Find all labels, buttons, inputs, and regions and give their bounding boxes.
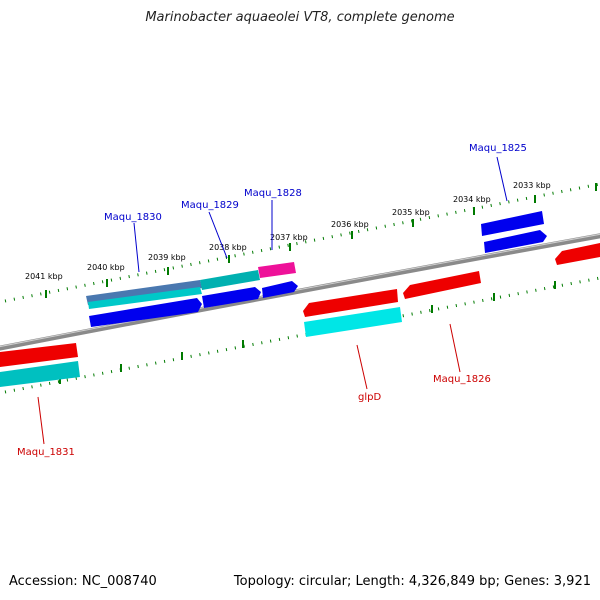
- gene-maqu-1826-arrow[interactable]: [403, 271, 481, 299]
- tick-label: 2033 kbp: [513, 181, 551, 190]
- reverse-features: [0, 243, 600, 387]
- genome-backbone-highlight: [0, 233, 600, 348]
- label-maqu-1828: Maqu_1828: [244, 188, 302, 199]
- tick-label: 2035 kbp: [392, 208, 430, 217]
- gene-maqu-1831-cds[interactable]: [0, 361, 80, 387]
- tick-label: 2041 kbp: [25, 272, 63, 281]
- label-leaders: [37, 156, 508, 445]
- gene-maqu-1828-feature[interactable]: [258, 262, 296, 278]
- tick-label: 2038 kbp: [209, 243, 247, 252]
- gene-maqu-1830-cds[interactable]: [88, 287, 202, 309]
- gene-glpd-arrow[interactable]: [303, 289, 398, 317]
- label-maqu-1829: Maqu_1829: [181, 200, 239, 211]
- tick-label: 2037 kbp: [270, 233, 308, 242]
- gene-glpd-cds[interactable]: [304, 307, 402, 337]
- gene-edge-red-arrow[interactable]: [555, 243, 600, 265]
- label-maqu-1825: Maqu_1825: [469, 143, 527, 154]
- tick-label: 2036 kbp: [331, 220, 369, 229]
- tick-label: 2034 kbp: [453, 195, 491, 204]
- label-glpd: glpD: [358, 392, 381, 403]
- label-maqu-1830: Maqu_1830: [104, 212, 162, 223]
- genome-backbone: [0, 233, 600, 351]
- gene-maqu-1829-feature[interactable]: [200, 270, 260, 290]
- gene-maqu-1828-arrow[interactable]: [262, 281, 298, 298]
- gene-maqu-1831-arrow[interactable]: [0, 343, 78, 367]
- gene-maqu-1829-arrow[interactable]: [202, 287, 261, 308]
- topology-text: Topology: circular; Length: 4,326,849 bp…: [233, 574, 591, 589]
- gene-maqu-1825-arrow[interactable]: [481, 211, 544, 236]
- tick-label: 2040 kbp: [87, 263, 125, 272]
- lower-tick-track: [4, 276, 600, 394]
- accession-text: Accession: NC_008740: [9, 574, 157, 589]
- forward-features: [86, 211, 547, 327]
- gene-maqu-1825-arrow-2[interactable]: [484, 230, 547, 253]
- label-maqu-1831: Maqu_1831: [17, 447, 75, 458]
- tick-label: 2039 kbp: [148, 253, 186, 262]
- gene-maqu-1830-arrow[interactable]: [89, 298, 202, 327]
- map-title: Marinobacter aquaeolei VT8, complete gen…: [145, 10, 455, 25]
- label-maqu-1826: Maqu_1826: [433, 374, 491, 385]
